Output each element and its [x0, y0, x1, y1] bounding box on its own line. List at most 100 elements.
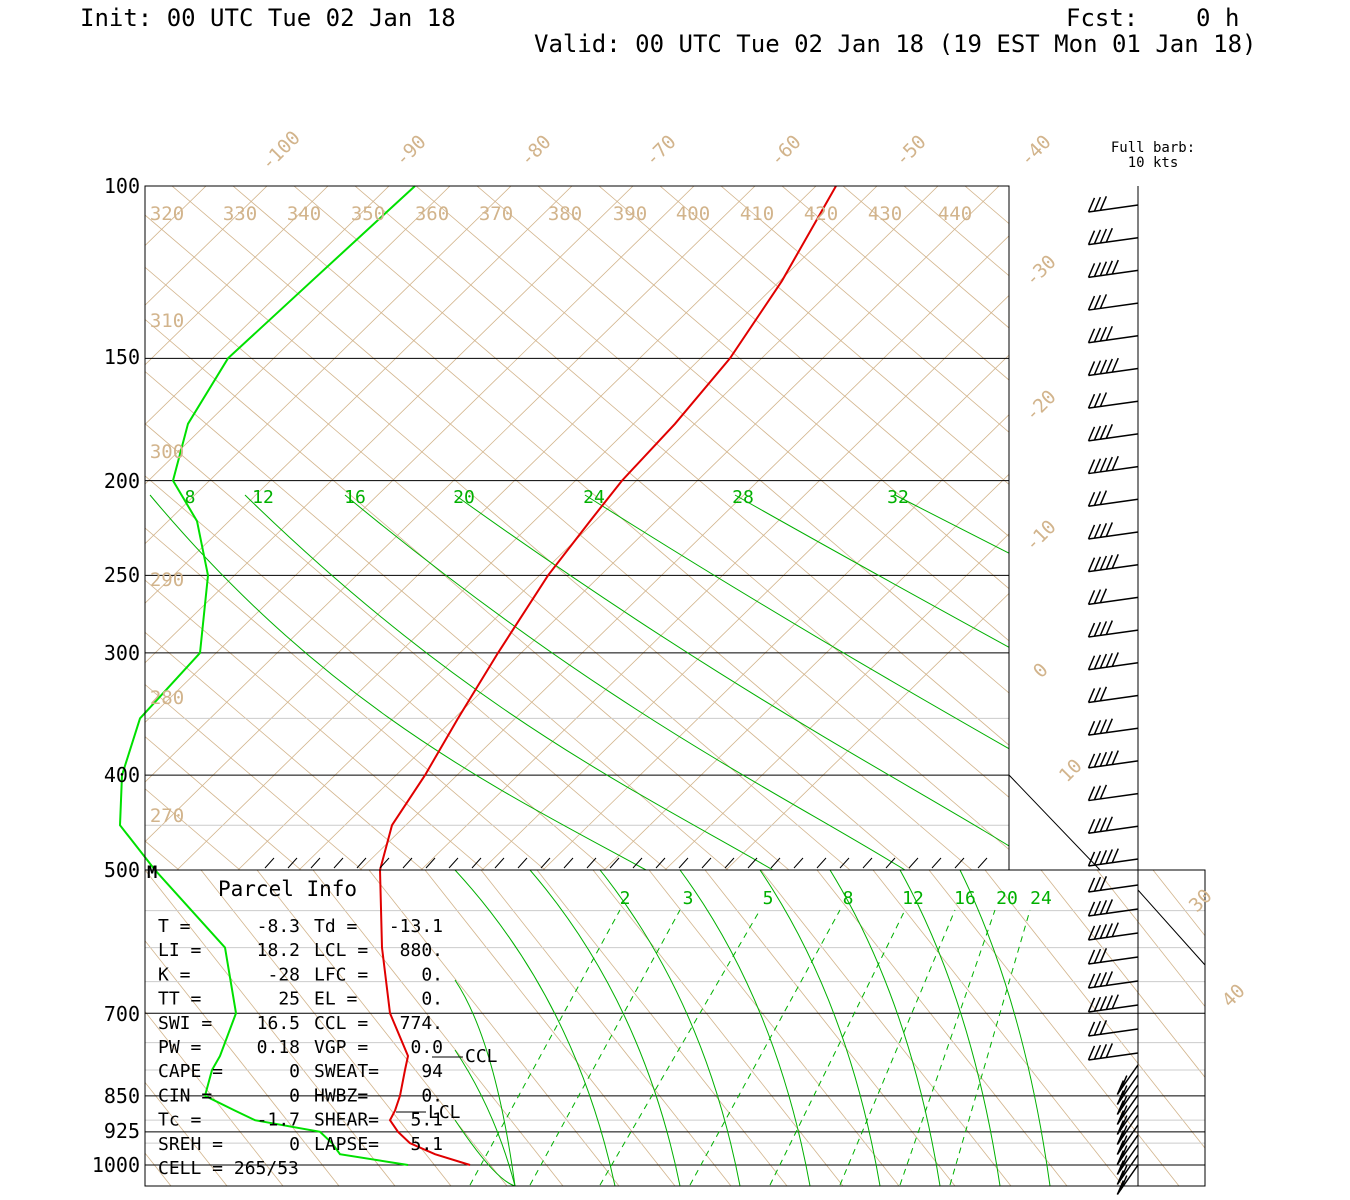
barb-feather: [1087, 295, 1096, 311]
isotherm-line: [354, 186, 1009, 746]
barb-feather: [1105, 424, 1114, 439]
barb-feather: [1099, 947, 1108, 963]
mixing-ratio-line: [899, 909, 996, 1186]
isotherm-line: [1096, 870, 1205, 1008]
tropopause-hatch: [540, 857, 551, 869]
tropopause-hatch: [862, 857, 873, 869]
parcel-label-right: SHEAR=: [314, 1110, 379, 1131]
barb-feather: [1120, 1115, 1128, 1130]
theta-label: 330: [223, 203, 257, 225]
barb-feather: [1087, 557, 1096, 572]
isotherm-line: [536, 870, 788, 1186]
moist-adiabat-curve: [899, 870, 1001, 1186]
mixing-ratio-label: 2: [620, 888, 631, 909]
barb-feather: [1087, 361, 1096, 376]
barb-feather: [1105, 751, 1114, 766]
dry-adiabat-line: [359, 235, 1009, 870]
barb-staff: [1088, 531, 1139, 540]
barb-feather: [1093, 425, 1102, 441]
dry-adiabat-line: [420, 294, 1009, 870]
barb-feather: [1099, 923, 1108, 939]
parcel-info-box: Parcel Info T = -8.3 Td = -13.1 LI = 18.2 LCL =…: [158, 877, 443, 1179]
wind-barb: [1116, 1114, 1139, 1145]
moist-adiabat-curve: [149, 494, 647, 870]
moist-adiabat-curve: [529, 870, 681, 1186]
upper-moist-curves: [149, 494, 1009, 870]
moist-adiabat-curve: [454, 1049, 516, 1186]
tropopause-hatch: [609, 857, 620, 869]
isotherm-line: [984, 870, 1205, 1149]
barb-feather: [1105, 923, 1114, 938]
panel-connector-line: [1008, 774, 1101, 871]
pressure-tick-label: 500: [104, 858, 140, 882]
moist-adiabat-curve: [454, 494, 1009, 847]
init-time: Init: 00 UTC Tue 02 Jan 18: [80, 4, 456, 32]
isotherm-line: [293, 186, 1009, 798]
isotherm-label: -50: [891, 131, 931, 171]
parcel-value-left: 16.5: [257, 1013, 300, 1034]
mixing-ratio-label: 8: [843, 888, 854, 909]
barb-feather: [1099, 261, 1108, 276]
wind-barb: [1087, 750, 1139, 769]
theta-label: 400: [676, 203, 710, 225]
barb-feather: [1093, 687, 1102, 702]
isotherm-line: [1152, 870, 1205, 937]
barb-feather: [1099, 817, 1108, 832]
mixing-ratio-label: 5: [763, 888, 774, 909]
wind-barb: [1087, 816, 1139, 835]
dry-adiabat-line: [481, 354, 1009, 870]
barb-feather: [1099, 424, 1108, 440]
barb-feather: [1093, 621, 1102, 637]
dry-adiabat-line: [145, 186, 268, 306]
barb-feather: [1099, 228, 1108, 244]
moist-adiabat-curve: [829, 870, 941, 1186]
barb-staff: [1088, 629, 1139, 638]
isotherm-line: [145, 214, 912, 870]
tropopause-hatch: [471, 857, 482, 869]
pressure-tick-label: 925: [104, 1119, 140, 1143]
barb-feather: [1093, 785, 1102, 801]
tropopause-hatch: [655, 857, 666, 869]
mixing-ratio-line: [769, 909, 906, 1186]
barb-staff: [1088, 662, 1139, 671]
isotherm-line: [903, 186, 1009, 277]
wind-barb: [1087, 899, 1139, 917]
mixing-ratio-line: [529, 909, 681, 1186]
dry-adiabat-line: [145, 186, 817, 843]
isotherm-line: [720, 186, 1009, 433]
parcel-value-left: 25: [278, 989, 300, 1010]
barb-feather: [1099, 294, 1108, 309]
parcel-label-left: PW =: [158, 1037, 202, 1058]
barb-staff: [1088, 727, 1139, 736]
tropopause-hatch: [908, 857, 919, 869]
isotherm-line: [368, 870, 620, 1186]
wind-barb: [1087, 620, 1139, 638]
wind-barb: [1087, 947, 1139, 965]
mixing-ratio-label: 20: [453, 487, 475, 508]
barb-feather: [1116, 1180, 1125, 1195]
isotherm-line: [145, 840, 180, 870]
pressure-tick-label: 1000: [92, 1153, 140, 1177]
isotherm-label: -40: [1016, 131, 1056, 171]
dry-adiabat-line: [0, 186, 84, 870]
parcel-value-left: 0: [289, 1061, 300, 1082]
barb-staff: [1088, 1028, 1139, 1037]
barb-feather: [1099, 849, 1108, 865]
tropopause-hatch: [264, 857, 275, 869]
marker-ccl: CCL: [465, 1046, 498, 1067]
upper-background-lines: [0, 186, 1009, 870]
barb-staff: [1088, 335, 1139, 344]
isotherm-line: [424, 870, 676, 1186]
parcel-label-left: CIN =: [158, 1085, 212, 1106]
wind-barb: [1087, 522, 1139, 540]
barb-feather: [1087, 230, 1096, 245]
wind-barb: [1087, 686, 1139, 704]
parcel-label-left: Tc =: [158, 1110, 202, 1131]
parcel-label-left: SREH =: [158, 1134, 223, 1155]
isotherm-line: [704, 870, 956, 1186]
wind-barb: [1087, 357, 1139, 377]
isotherm-line: [928, 870, 1180, 1186]
wind-barb: [1087, 652, 1139, 671]
barb-feather: [1099, 719, 1108, 734]
